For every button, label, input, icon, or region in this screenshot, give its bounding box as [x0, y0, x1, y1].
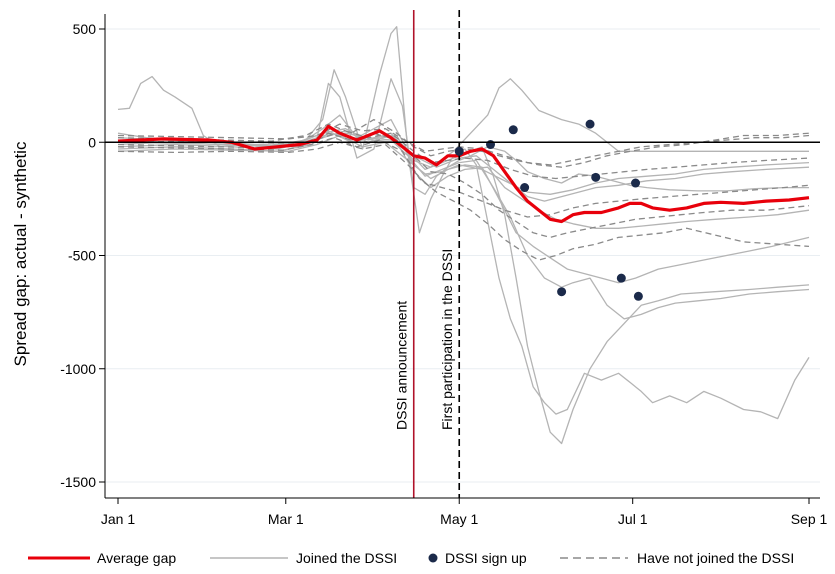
y-tick-label: -1500 — [60, 474, 96, 490]
x-tick-label: Sep 1 — [791, 511, 828, 527]
x-tick-label: May 1 — [440, 511, 478, 527]
x-tick-label: Jul 1 — [618, 511, 648, 527]
series-line-not-joined — [117, 118, 810, 168]
axes: 500 0 -500 -1000 -1500 Jan 1 Mar 1 May 1 Jul 1 Se… — [60, 14, 828, 527]
series-line-not-joined — [117, 141, 810, 218]
series-line-not-joined — [117, 137, 810, 261]
signup-marker — [486, 140, 496, 150]
series-line-joined — [117, 134, 810, 195]
series-line-joined — [117, 75, 809, 195]
y-tick-label: 500 — [73, 21, 97, 37]
x-tick-label: Jan 1 — [101, 511, 135, 527]
signup-marker — [557, 287, 567, 297]
legend-label: Have not joined the DSSI — [637, 550, 794, 566]
signup-marker — [454, 146, 464, 156]
signup-marker — [616, 273, 626, 283]
legend-label: Joined the DSSI — [296, 550, 397, 566]
legend: Average gap Joined the DSSI DSSI sign up Ha… — [28, 550, 794, 566]
legend-label: DSSI sign up — [445, 550, 527, 566]
series-line-joined — [117, 26, 810, 420]
x-tick-label: Mar 1 — [268, 511, 304, 527]
series-line-joined — [117, 132, 810, 320]
signup-marker — [591, 172, 601, 182]
event-lines: DSSI announcement First participation in … — [394, 10, 461, 498]
signup-marker — [508, 125, 518, 135]
signup-marker — [520, 183, 530, 193]
first-participation-label: First participation in the DSSI — [439, 249, 455, 430]
y-tick-label: -500 — [68, 248, 96, 264]
series-line-joined — [117, 114, 810, 445]
announcement-label: DSSI announcement — [394, 301, 410, 430]
series-line-not-joined — [117, 130, 810, 180]
series-line-average — [117, 124, 810, 224]
y-tick-label: -1000 — [60, 361, 96, 377]
y-axis-label: Spread gap: actual - synthetic — [11, 141, 30, 366]
gridlines — [105, 28, 820, 483]
signup-marker — [633, 291, 643, 301]
signup-marker — [631, 178, 641, 188]
series-line-joined — [117, 130, 810, 202]
series-lines — [117, 26, 810, 445]
y-tick-label: 0 — [88, 134, 96, 150]
signup-markers — [454, 119, 643, 301]
signup-marker — [585, 119, 595, 129]
legend-swatch-signup — [428, 553, 438, 563]
legend-label: Average gap — [97, 550, 176, 566]
